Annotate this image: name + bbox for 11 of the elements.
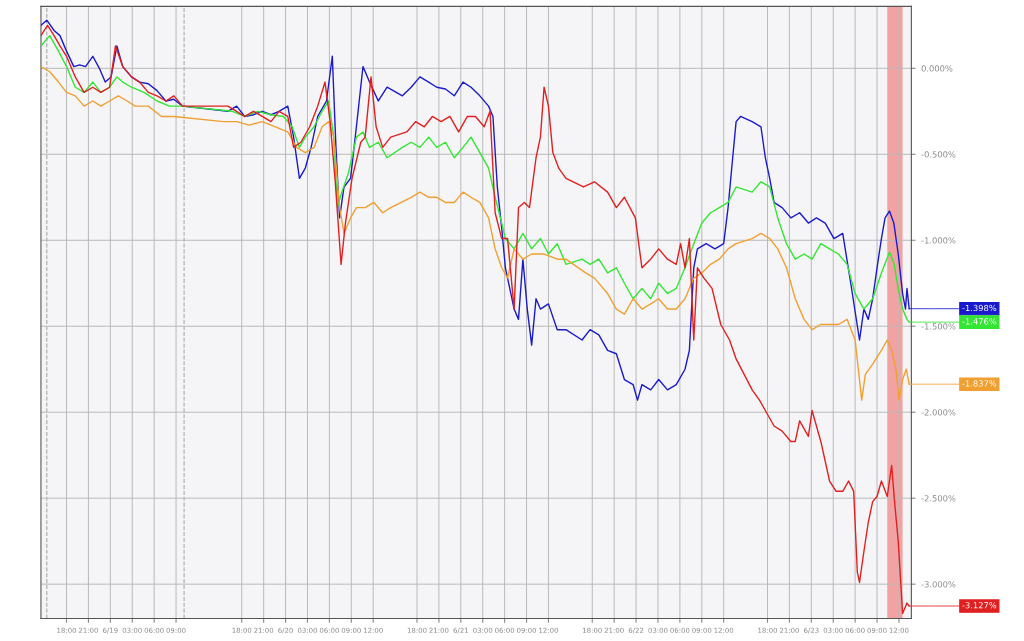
y-tick-label: -1.500% [921,323,956,330]
y-tick-label: -3.000% [921,581,956,588]
annotation: -1.476% [962,318,997,325]
annotation: -1.837% [962,380,997,387]
y-tick-label: -1.000% [921,237,956,244]
annotation: -3.127% [962,602,997,609]
y-tick-label: -0.500% [921,151,956,158]
y-tick-label: 0.000% [921,65,953,72]
y-tick-label: -2.500% [921,495,956,502]
annotation: -1.398% [962,304,997,312]
y-tick-label: -2.000% [921,409,956,416]
